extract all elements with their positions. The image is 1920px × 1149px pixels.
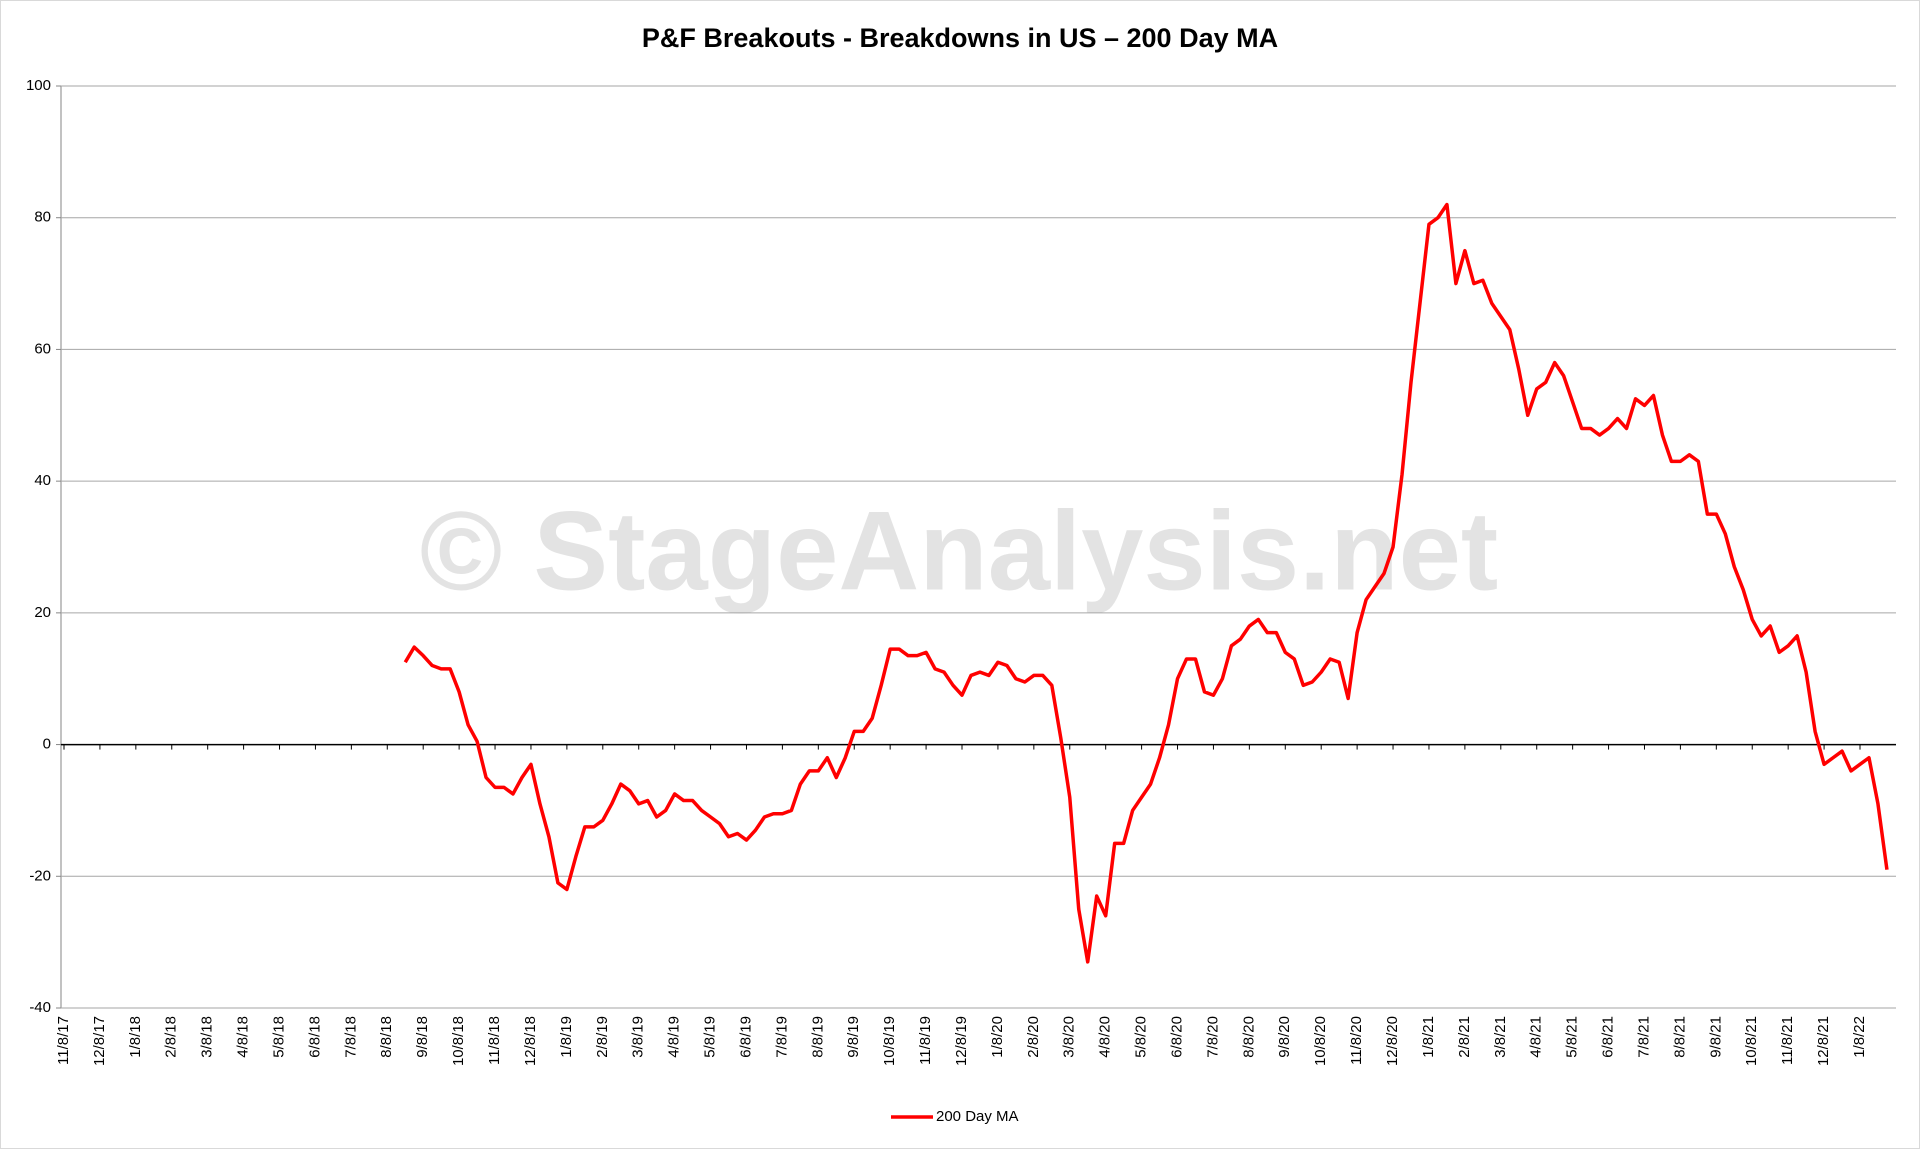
x-tick-label: 12/8/19 [953, 1016, 970, 1066]
y-tick-label: 60 [34, 340, 51, 357]
x-tick-label: 10/8/20 [1312, 1016, 1329, 1066]
x-tick-label: 4/8/18 [235, 1016, 252, 1058]
x-tick-label: 6/8/18 [306, 1016, 323, 1058]
x-tick-label: 7/8/20 [1204, 1016, 1221, 1058]
legend-label: 200 Day MA [936, 1108, 1019, 1125]
x-tick-label: 6/8/20 [1168, 1016, 1185, 1058]
y-tick-label: -20 [29, 867, 51, 884]
x-tick-label: 8/8/21 [1671, 1016, 1688, 1058]
x-tick-label: 3/8/20 [1061, 1016, 1078, 1058]
x-tick-label: 11/8/21 [1779, 1016, 1796, 1065]
x-tick-label: 3/8/19 [630, 1016, 647, 1058]
x-tick-label: 2/8/18 [163, 1016, 180, 1058]
x-tick-label: 7/8/18 [342, 1016, 359, 1058]
x-tick-label: 7/8/19 [773, 1016, 790, 1058]
x-tick-label: 4/8/21 [1528, 1016, 1545, 1058]
x-tick-label: 7/8/21 [1635, 1016, 1652, 1058]
x-tick-label: 10/8/21 [1743, 1016, 1760, 1066]
x-tick-label: 10/8/18 [450, 1016, 467, 1066]
x-tick-label: 1/8/18 [127, 1016, 144, 1058]
x-tick-label: 11/8/20 [1348, 1016, 1365, 1065]
watermark: © StageAnalysis.net [420, 489, 1498, 614]
x-tick-label: 2/8/21 [1456, 1016, 1473, 1058]
x-tick-label: 9/8/18 [414, 1016, 431, 1058]
x-tick-label: 11/8/17 [55, 1016, 72, 1065]
x-tick-label: 9/8/19 [845, 1016, 862, 1058]
x-tick-label: 1/8/21 [1420, 1016, 1437, 1058]
x-tick-label: 12/8/21 [1815, 1016, 1832, 1066]
x-tick-label: 1/8/22 [1851, 1016, 1868, 1058]
x-tick-label: 12/8/18 [522, 1016, 539, 1066]
x-tick-label: 5/8/19 [702, 1016, 719, 1058]
x-tick-label: 1/8/20 [989, 1016, 1006, 1058]
x-tick-label: 6/8/19 [737, 1016, 754, 1058]
x-tick-label: 2/8/19 [594, 1016, 611, 1058]
chart-title: P&F Breakouts - Breakdowns in US – 200 D… [642, 23, 1278, 53]
x-tick-label: 5/8/21 [1564, 1016, 1581, 1058]
x-tick-label: 4/8/19 [666, 1016, 683, 1058]
x-tick-label: 12/8/17 [91, 1016, 108, 1066]
x-tick-label: 1/8/19 [558, 1016, 575, 1058]
x-tick-label: 11/8/18 [486, 1016, 503, 1065]
x-tick-label: 8/8/20 [1240, 1016, 1257, 1058]
y-tick-label: 80 [34, 209, 51, 226]
x-tick-label: 8/8/19 [809, 1016, 826, 1058]
y-tick-label: 20 [34, 604, 51, 621]
y-tick-label: -40 [29, 999, 51, 1016]
x-tick-label: 5/8/18 [270, 1016, 287, 1058]
x-tick-label: 12/8/20 [1384, 1016, 1401, 1066]
x-tick-label: 10/8/19 [881, 1016, 898, 1066]
y-tick-label: 100 [26, 77, 51, 94]
x-tick-label: 5/8/20 [1133, 1016, 1150, 1058]
x-tick-label: 2/8/20 [1025, 1016, 1042, 1058]
x-tick-label: 3/8/18 [199, 1016, 216, 1058]
data-line [403, 202, 1889, 964]
y-tick-label: 40 [34, 472, 51, 489]
x-tick-label: 3/8/21 [1492, 1016, 1509, 1058]
y-tick-label: 0 [43, 736, 51, 753]
x-tick-label: 4/8/20 [1097, 1016, 1114, 1058]
x-tick-label: 6/8/21 [1600, 1016, 1617, 1058]
x-tick-label: 9/8/20 [1276, 1016, 1293, 1058]
x-tick-label: 11/8/19 [917, 1016, 934, 1065]
x-tick-label: 8/8/18 [378, 1016, 395, 1058]
x-tick-label: 9/8/21 [1707, 1016, 1724, 1058]
